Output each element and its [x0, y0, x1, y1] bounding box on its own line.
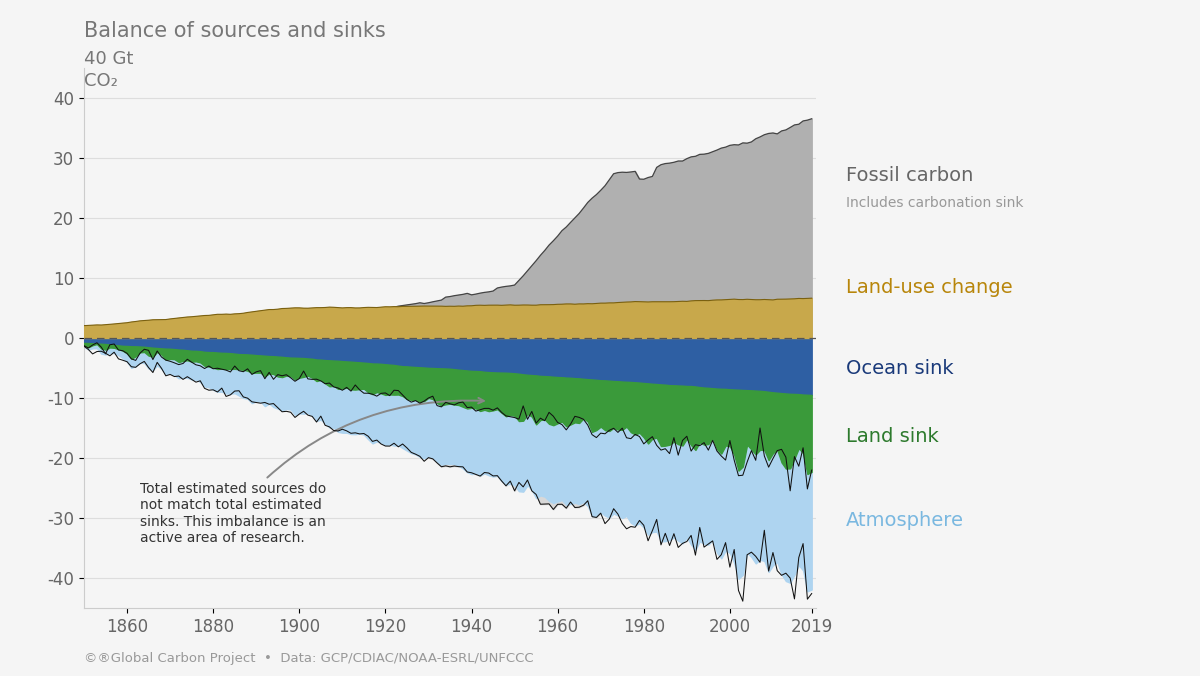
Text: Land-use change: Land-use change — [846, 278, 1013, 297]
Text: CO₂: CO₂ — [84, 72, 118, 90]
Text: Includes carbonation sink: Includes carbonation sink — [846, 196, 1024, 210]
Text: 40 Gt: 40 Gt — [84, 50, 133, 68]
Text: Atmosphere: Atmosphere — [846, 511, 964, 530]
Text: Balance of sources and sinks: Balance of sources and sinks — [84, 20, 385, 41]
Text: Fossil carbon: Fossil carbon — [846, 166, 973, 185]
Text: ©®Global Carbon Project  •  Data: GCP/CDIAC/NOAA-ESRL/UNFCCC: ©®Global Carbon Project • Data: GCP/CDIA… — [84, 652, 534, 665]
Text: Ocean sink: Ocean sink — [846, 359, 954, 378]
Text: Land sink: Land sink — [846, 427, 938, 445]
Text: Total estimated sources do
not match total estimated
sinks. This imbalance is an: Total estimated sources do not match tot… — [140, 398, 484, 545]
